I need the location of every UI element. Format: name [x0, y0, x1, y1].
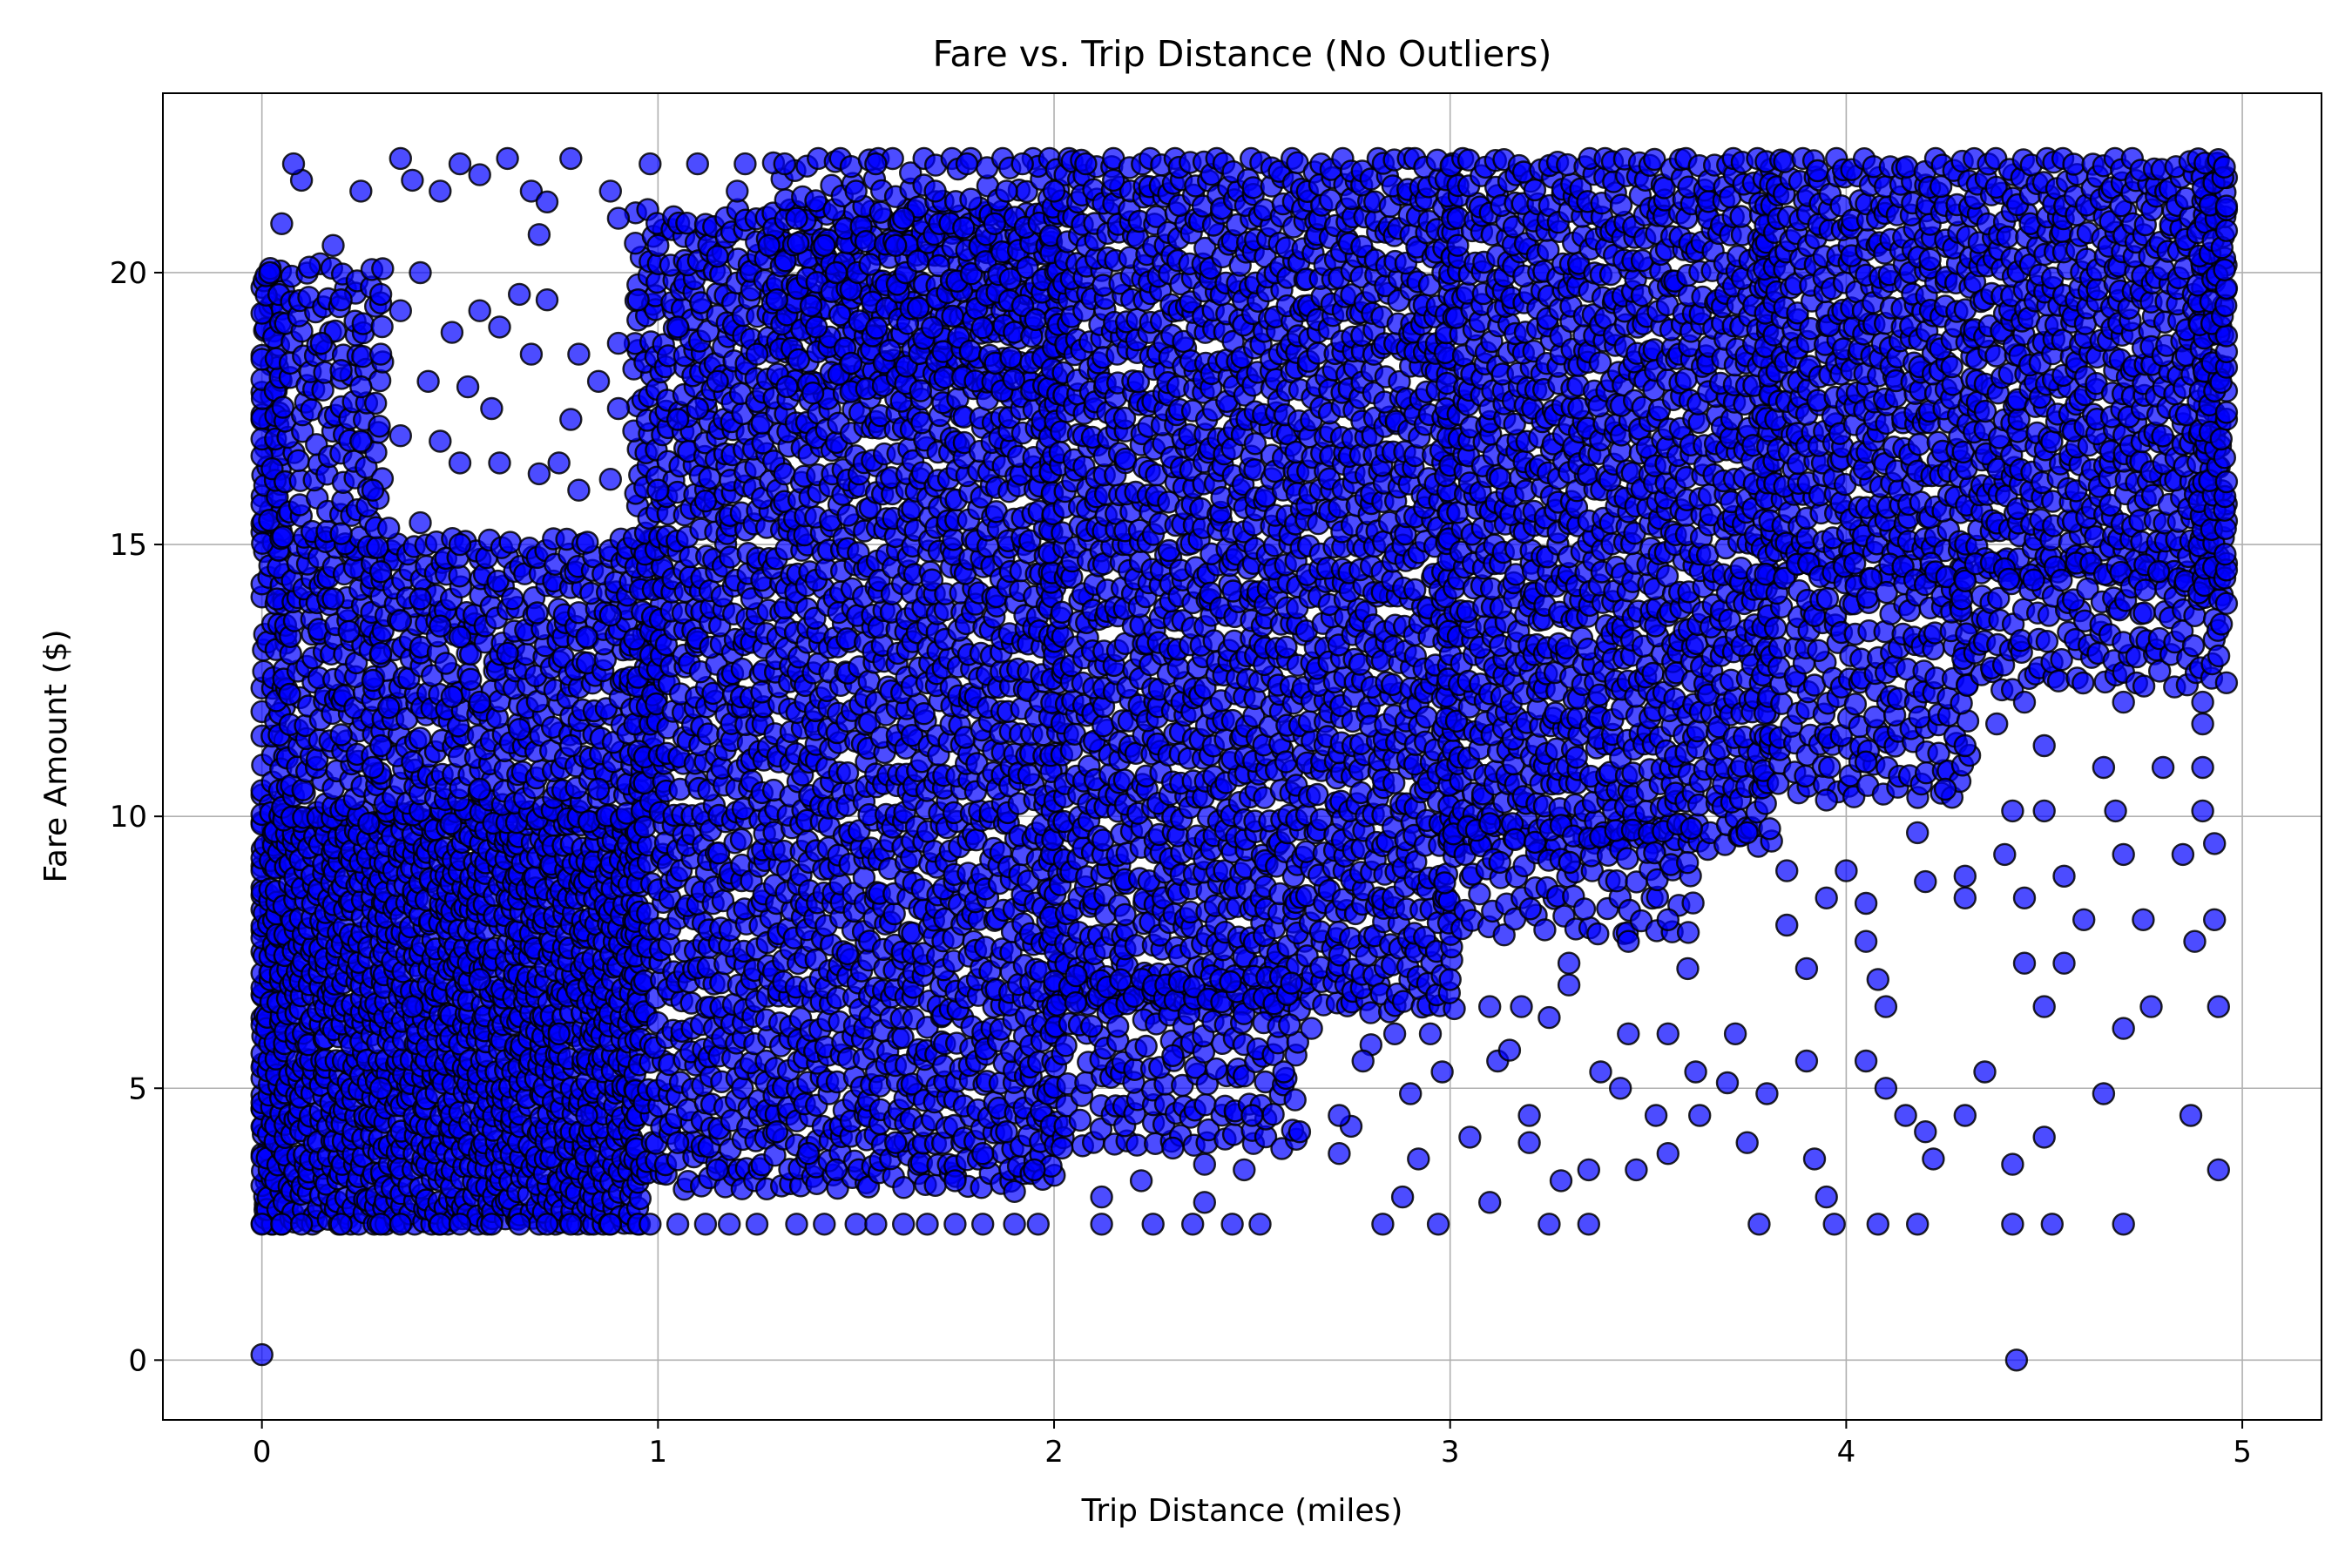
data-point — [448, 564, 471, 588]
data-point — [1024, 308, 1048, 332]
data-point — [799, 294, 823, 318]
data-point — [839, 351, 863, 375]
data-point — [729, 828, 754, 851]
data-point — [364, 391, 388, 416]
data-point — [501, 587, 524, 611]
data-point — [775, 375, 799, 399]
data-point — [958, 339, 983, 363]
data-point — [1092, 714, 1115, 738]
data-point — [835, 942, 859, 966]
data-point — [906, 296, 930, 320]
data-point — [828, 303, 852, 327]
data-points — [250, 146, 2239, 1372]
data-point — [865, 316, 889, 340]
data-point — [787, 231, 810, 255]
data-point — [952, 216, 976, 240]
data-point — [368, 368, 392, 393]
data-point — [576, 531, 599, 554]
data-point — [941, 304, 964, 328]
data-point — [835, 761, 860, 785]
data-point — [287, 449, 310, 472]
data-point — [999, 346, 1023, 369]
data-point — [857, 669, 881, 693]
data-point — [942, 528, 965, 551]
data-point — [1113, 902, 1137, 927]
data-point — [1166, 656, 1190, 680]
data-point — [854, 230, 878, 253]
data-point — [370, 314, 394, 339]
data-point — [801, 382, 825, 405]
data-point — [525, 601, 549, 625]
data-point — [434, 652, 457, 675]
data-point — [278, 682, 301, 706]
data-point — [368, 415, 391, 438]
data-point — [787, 348, 810, 372]
data-point — [291, 778, 314, 801]
data-point — [271, 395, 294, 419]
data-point — [697, 722, 720, 746]
data-point — [920, 315, 944, 340]
data-point — [498, 531, 522, 554]
data-point — [909, 379, 933, 402]
data-point — [357, 812, 381, 835]
data-point — [459, 667, 483, 691]
data-point — [970, 316, 995, 340]
data-point — [675, 212, 699, 235]
data-point — [858, 253, 882, 276]
data-point — [878, 339, 902, 362]
data-point — [271, 525, 294, 549]
data-point — [366, 536, 389, 559]
data-point — [371, 257, 395, 280]
